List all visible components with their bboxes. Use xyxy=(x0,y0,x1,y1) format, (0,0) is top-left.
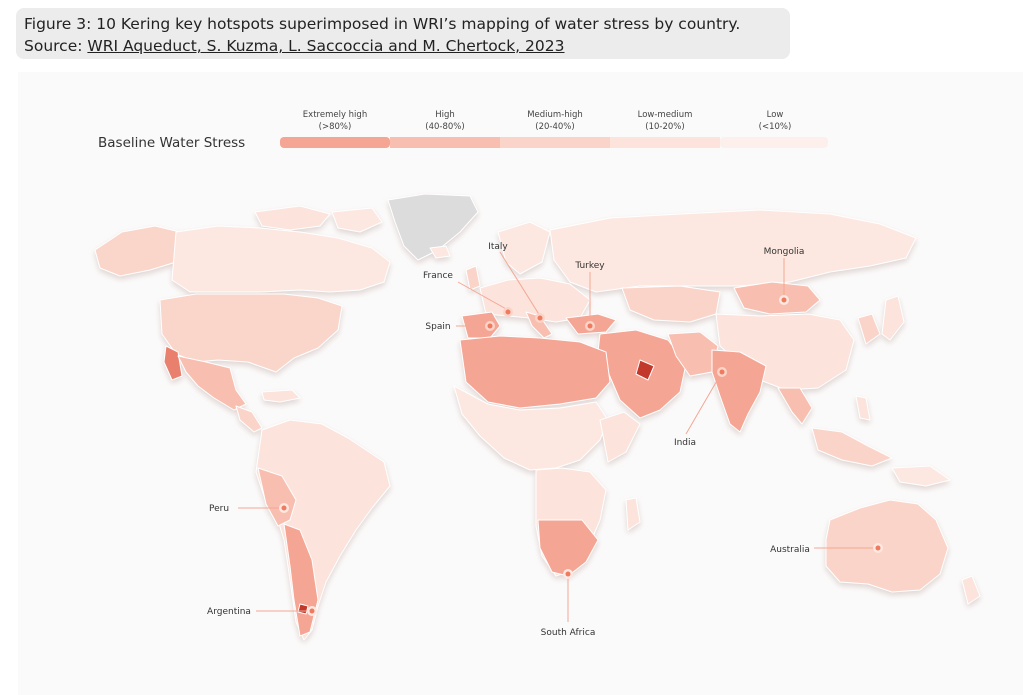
leader-india xyxy=(685,371,723,435)
region-south-africa xyxy=(537,519,599,577)
hotspot-australia[interactable] xyxy=(873,543,883,553)
hotspot-labels: France Italy Spain Turkey Mongolia India… xyxy=(207,242,810,638)
region-philippines xyxy=(855,395,871,421)
region-korea xyxy=(857,313,881,345)
hotspot-markers xyxy=(279,295,883,616)
legend-title: Baseline Water Stress xyxy=(98,135,245,151)
region-greenland xyxy=(387,193,479,261)
region-arctic-islands-east xyxy=(331,207,383,233)
hotspot-south-africa[interactable] xyxy=(563,569,573,579)
label-turkey: Turkey xyxy=(574,261,605,271)
region-iceland xyxy=(429,245,451,259)
hotspot-argentina[interactable] xyxy=(307,606,317,616)
region-mongolia xyxy=(733,281,821,315)
label-spain: Spain xyxy=(425,322,450,332)
region-horn-of-africa xyxy=(599,411,641,463)
legend-label-4: Low xyxy=(767,110,784,120)
hotspot-italy[interactable] xyxy=(535,313,545,323)
legend-label-3: Low-medium xyxy=(638,110,693,120)
legend-label-0: Extremely high xyxy=(303,110,367,120)
hotspot-france[interactable] xyxy=(503,307,513,317)
legend-swatch-low xyxy=(720,137,828,148)
region-arctic-islands xyxy=(254,205,331,231)
label-italy: Italy xyxy=(488,242,508,252)
hotspot-mongolia[interactable] xyxy=(779,295,789,305)
region-russia xyxy=(549,209,917,293)
source-prefix: Source: xyxy=(24,37,88,55)
legend-swatch-extremely-high xyxy=(280,137,390,148)
leader-france xyxy=(457,281,509,311)
legend-range-3: (10-20%) xyxy=(645,122,684,132)
hotspot-peru[interactable] xyxy=(279,503,289,513)
landmasses xyxy=(94,193,981,641)
figure-caption: Figure 3: 10 Kering key hotspots superim… xyxy=(16,8,790,59)
region-alaska xyxy=(94,225,181,277)
region-indonesia xyxy=(811,427,893,467)
hotspot-spain[interactable] xyxy=(485,321,495,331)
region-argentina-hotspot-area xyxy=(297,603,309,615)
region-indochina xyxy=(777,387,813,425)
leader-italy xyxy=(499,251,541,317)
region-iberia xyxy=(461,311,501,339)
legend-swatch-low-medium xyxy=(610,137,720,148)
legend-label-2: Medium-high xyxy=(527,110,583,120)
region-us-southwest xyxy=(163,345,183,381)
legend-range-0: (>80%) xyxy=(319,122,352,132)
label-argentina: Argentina xyxy=(207,607,251,617)
source-link[interactable]: WRI Aqueduct, S. Kuzma, L. Saccoccia and… xyxy=(87,37,565,55)
caption-source: Source: WRI Aqueduct, S. Kuzma, L. Sacco… xyxy=(24,35,782,57)
region-central-america xyxy=(235,405,263,433)
label-mongolia: Mongolia xyxy=(764,247,805,257)
legend-swatch-high xyxy=(390,137,500,148)
label-france: France xyxy=(423,271,453,281)
region-central-africa xyxy=(453,385,609,471)
region-new-zealand xyxy=(961,575,981,605)
hotspot-leaders xyxy=(238,251,878,622)
legend-label-1: High xyxy=(435,110,455,120)
region-uk xyxy=(465,265,481,291)
region-canada xyxy=(171,225,391,293)
region-madagascar xyxy=(625,497,641,531)
region-mexico xyxy=(177,355,247,411)
hotspot-turkey[interactable] xyxy=(585,321,595,331)
legend-range-4: (<10%) xyxy=(759,122,792,132)
caption-title: Figure 3: 10 Kering key hotspots superim… xyxy=(24,15,741,33)
region-south-america xyxy=(255,419,391,641)
region-papua xyxy=(891,465,951,487)
region-caribbean xyxy=(261,389,301,403)
hotspot-india[interactable] xyxy=(717,367,727,377)
region-central-asia xyxy=(621,285,721,323)
region-north-africa xyxy=(459,335,611,409)
region-india xyxy=(711,349,767,433)
legend-swatch-medium-high xyxy=(500,137,610,148)
label-australia: Australia xyxy=(770,545,810,555)
label-south-africa: South Africa xyxy=(541,628,596,638)
region-japan xyxy=(881,295,905,341)
label-peru: Peru xyxy=(209,504,229,514)
legend-range-1: (40-80%) xyxy=(425,122,464,132)
region-australia xyxy=(825,499,949,593)
legend-range-2: (20-40%) xyxy=(535,122,574,132)
region-arabian-gulf xyxy=(635,359,655,381)
legend: Extremely high (>80%) High (40-80%) Medi… xyxy=(280,110,828,148)
label-india: India xyxy=(674,438,696,448)
